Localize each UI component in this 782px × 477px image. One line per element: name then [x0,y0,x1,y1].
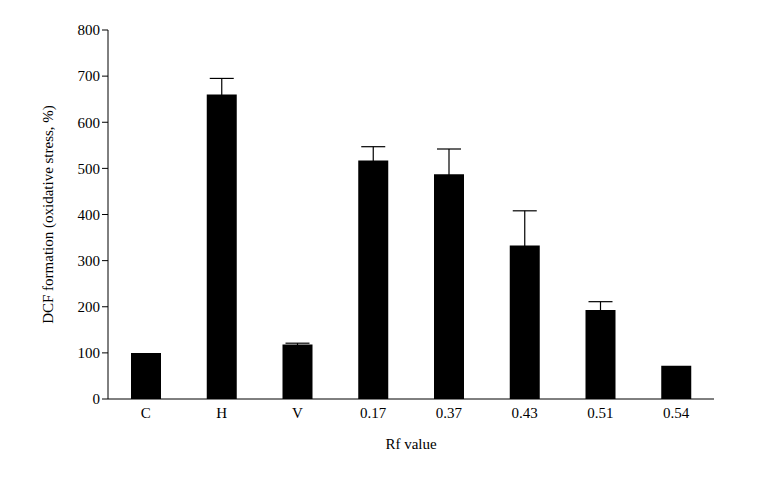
svg-text:200: 200 [78,299,101,315]
svg-text:700: 700 [78,68,101,84]
svg-text:300: 300 [78,253,101,269]
svg-text:500: 500 [78,161,101,177]
svg-text:V: V [292,405,303,421]
svg-text:Rf value: Rf value [385,436,437,452]
svg-text:H: H [216,405,227,421]
svg-text:800: 800 [78,22,101,38]
svg-text:0.54: 0.54 [663,405,690,421]
svg-text:DCF formation (oxidative stres: DCF formation (oxidative stress, %) [40,105,57,324]
svg-text:0: 0 [93,391,101,407]
svg-text:400: 400 [78,207,101,223]
svg-text:C: C [141,405,151,421]
svg-text:0.51: 0.51 [587,405,613,421]
svg-text:0.37: 0.37 [436,405,463,421]
svg-text:0.43: 0.43 [512,405,538,421]
svg-text:600: 600 [78,115,101,131]
svg-text:100: 100 [78,345,101,361]
svg-text:0.17: 0.17 [360,405,387,421]
